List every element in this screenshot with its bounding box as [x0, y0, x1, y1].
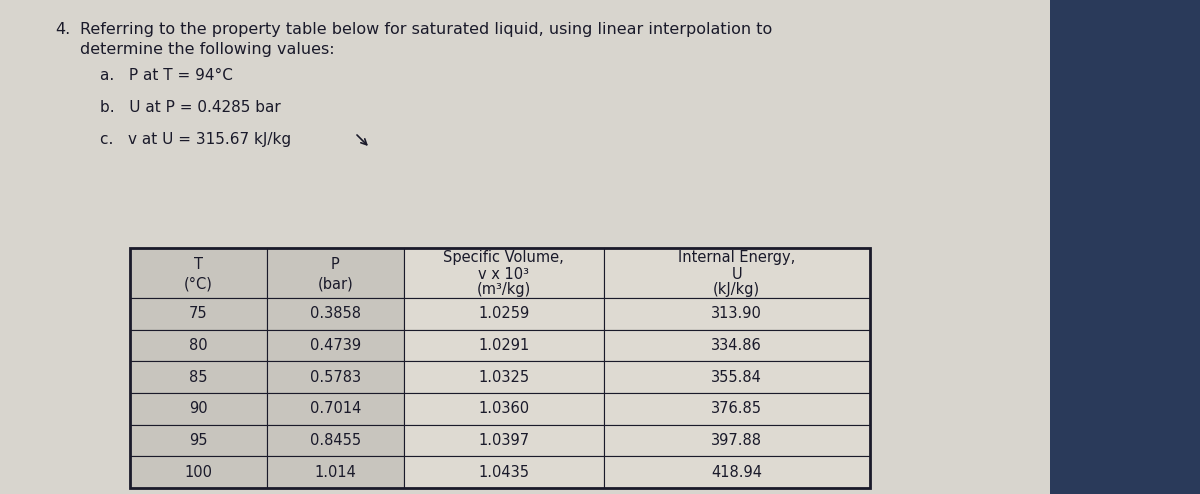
- Text: 418.94: 418.94: [712, 465, 762, 480]
- Bar: [604, 298, 870, 329]
- Text: 1.0291: 1.0291: [478, 338, 529, 353]
- Bar: [130, 248, 266, 298]
- Text: c.   v at U = 315.67 kJ/kg: c. v at U = 315.67 kJ/kg: [100, 132, 292, 147]
- Bar: [130, 361, 266, 393]
- Bar: [403, 393, 604, 425]
- Bar: [266, 298, 403, 329]
- Text: 355.84: 355.84: [712, 370, 762, 385]
- Bar: [130, 456, 266, 488]
- Bar: [130, 329, 266, 361]
- Bar: [266, 425, 403, 456]
- Text: P: P: [331, 256, 340, 272]
- Text: 85: 85: [190, 370, 208, 385]
- Text: 80: 80: [190, 338, 208, 353]
- Text: 95: 95: [190, 433, 208, 448]
- Bar: [403, 248, 604, 298]
- Text: 313.90: 313.90: [712, 306, 762, 321]
- Bar: [266, 361, 403, 393]
- Bar: [604, 248, 870, 298]
- Text: 1.0325: 1.0325: [478, 370, 529, 385]
- Text: v x 10³: v x 10³: [478, 266, 529, 282]
- Text: 0.5783: 0.5783: [310, 370, 361, 385]
- Text: 75: 75: [190, 306, 208, 321]
- Bar: [403, 298, 604, 329]
- Bar: [130, 425, 266, 456]
- Text: (bar): (bar): [318, 277, 353, 291]
- Bar: [266, 248, 403, 298]
- Bar: [403, 425, 604, 456]
- Text: 1.0435: 1.0435: [478, 465, 529, 480]
- Text: 0.3858: 0.3858: [310, 306, 361, 321]
- Bar: [1050, 0, 1200, 494]
- Text: 100: 100: [185, 465, 212, 480]
- Text: Specific Volume,: Specific Volume,: [443, 249, 564, 264]
- Bar: [604, 361, 870, 393]
- Text: 397.88: 397.88: [712, 433, 762, 448]
- Bar: [130, 248, 870, 488]
- Text: Referring to the property table below for saturated liquid, using linear interpo: Referring to the property table below fo…: [80, 22, 773, 37]
- Text: b.   U at P = 0.4285 bar: b. U at P = 0.4285 bar: [100, 100, 281, 115]
- Bar: [266, 393, 403, 425]
- Bar: [403, 456, 604, 488]
- Text: 376.85: 376.85: [712, 401, 762, 416]
- Bar: [130, 298, 266, 329]
- Bar: [604, 456, 870, 488]
- Text: 1.0360: 1.0360: [478, 401, 529, 416]
- Text: 0.7014: 0.7014: [310, 401, 361, 416]
- Text: 1.014: 1.014: [314, 465, 356, 480]
- Text: U: U: [732, 266, 742, 282]
- Text: 1.0397: 1.0397: [478, 433, 529, 448]
- Bar: [266, 329, 403, 361]
- Text: 0.8455: 0.8455: [310, 433, 361, 448]
- Bar: [604, 425, 870, 456]
- Text: 1.0259: 1.0259: [478, 306, 529, 321]
- Text: a.   P at T = 94°C: a. P at T = 94°C: [100, 68, 233, 83]
- Bar: [266, 456, 403, 488]
- Text: Internal Energy,: Internal Energy,: [678, 249, 796, 264]
- Bar: [604, 329, 870, 361]
- Text: 90: 90: [190, 401, 208, 416]
- Bar: [604, 393, 870, 425]
- Text: T: T: [194, 256, 203, 272]
- Text: 0.4739: 0.4739: [310, 338, 361, 353]
- Bar: [403, 361, 604, 393]
- Text: determine the following values:: determine the following values:: [80, 42, 335, 57]
- Bar: [403, 329, 604, 361]
- Bar: [130, 393, 266, 425]
- Text: (°C): (°C): [184, 277, 212, 291]
- Text: (kJ/kg): (kJ/kg): [713, 282, 761, 296]
- Text: 4.: 4.: [55, 22, 71, 37]
- Text: (m³/kg): (m³/kg): [476, 282, 530, 296]
- Text: 334.86: 334.86: [712, 338, 762, 353]
